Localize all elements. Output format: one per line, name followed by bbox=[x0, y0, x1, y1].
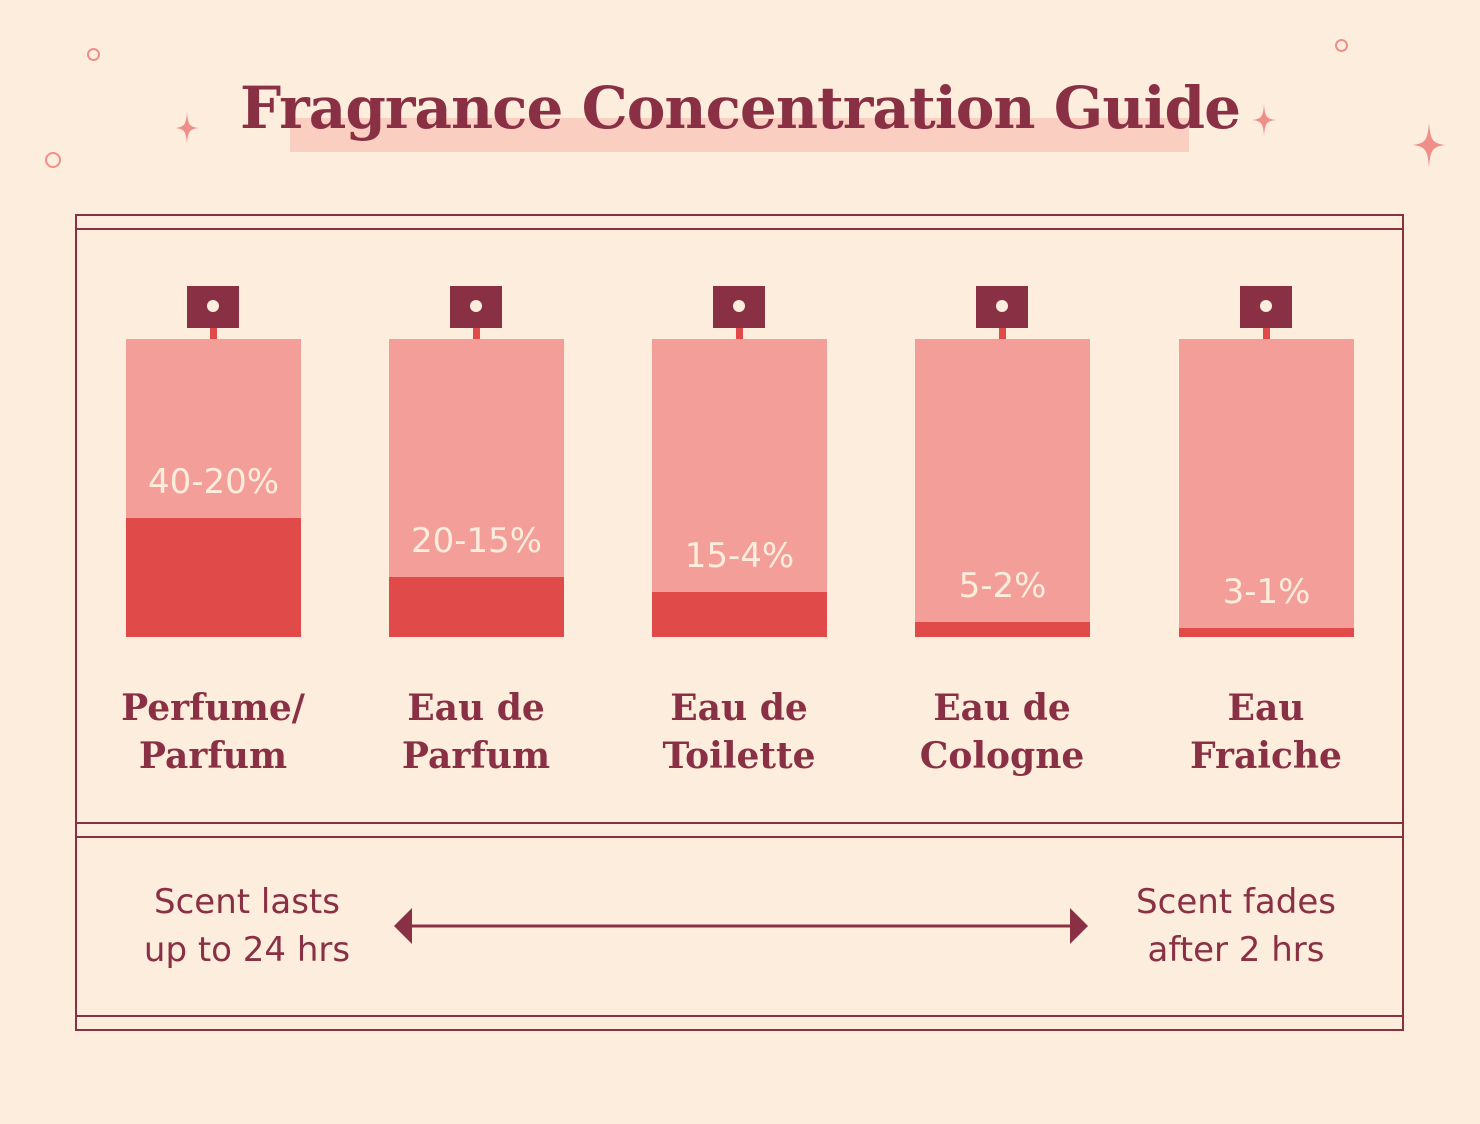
concentration-fill bbox=[389, 577, 564, 637]
scale-right-line2: after 2 hrs bbox=[1147, 930, 1325, 970]
bottle-name-line2: Parfum bbox=[138, 735, 288, 777]
bottle-name-line1: Eau bbox=[1227, 687, 1305, 729]
scale-right-note: Scent fades after 2 hrs bbox=[1106, 878, 1366, 974]
bottle-name: Eau de Toilette bbox=[609, 684, 869, 780]
bottle-neck bbox=[1263, 328, 1270, 340]
bottle-cap bbox=[976, 286, 1028, 328]
bottle-body: 5-2% bbox=[915, 339, 1090, 637]
bottle-name-line2: Cologne bbox=[919, 735, 1085, 777]
sparkle-icon bbox=[1412, 122, 1446, 168]
bottle-eau-fraiche: 3-1% bbox=[1179, 286, 1354, 638]
concentration-label: 20-15% bbox=[410, 521, 543, 561]
bottle-name-line2: Parfum bbox=[401, 735, 551, 777]
frame-left bbox=[75, 214, 77, 1031]
bottle-cap bbox=[187, 286, 239, 328]
sparkle-icon bbox=[175, 112, 199, 144]
spray-dot-icon bbox=[1260, 300, 1272, 312]
bottle-name-line1: Eau de bbox=[933, 687, 1071, 729]
page-title: Fragrance Concentration Guide bbox=[240, 74, 1241, 142]
bottle-eau-de-parfum: 20-15% bbox=[389, 286, 564, 638]
scale-left-line1: Scent lasts bbox=[154, 882, 340, 922]
bottle-name-line2: Fraiche bbox=[1190, 735, 1342, 777]
bottle-perfume: 40-20% bbox=[126, 286, 301, 638]
bottle-cap bbox=[450, 286, 502, 328]
bottle-eau-de-cologne: 5-2% bbox=[915, 286, 1090, 638]
decor-circle bbox=[1335, 39, 1348, 52]
scale-left-line2: up to 24 hrs bbox=[143, 930, 351, 970]
bottle-body: 3-1% bbox=[1179, 339, 1354, 637]
bottle-name-line2: Toilette bbox=[662, 735, 816, 777]
concentration-fill bbox=[915, 622, 1090, 637]
spray-dot-icon bbox=[733, 300, 745, 312]
bottle-eau-de-toilette: 15-4% bbox=[652, 286, 827, 638]
bottle-body: 40-20% bbox=[126, 339, 301, 637]
frame-mid-lower bbox=[75, 836, 1404, 838]
bottle-name-line1: Eau de bbox=[670, 687, 808, 729]
frame-right bbox=[1402, 214, 1404, 1031]
bottle-neck bbox=[473, 328, 480, 340]
frame-bottom-outer bbox=[75, 1029, 1404, 1031]
concentration-label: 3-1% bbox=[1222, 572, 1311, 612]
concentration-label: 15-4% bbox=[684, 536, 795, 576]
decor-circle bbox=[87, 48, 100, 61]
bottle-name-line1: Perfume/ bbox=[121, 687, 305, 729]
bottle-cap bbox=[713, 286, 765, 328]
concentration-fill bbox=[1179, 628, 1354, 637]
sparkle-icon bbox=[1252, 104, 1276, 136]
concentration-fill bbox=[126, 518, 301, 637]
concentration-fill bbox=[652, 592, 827, 637]
bottle-name: Eau Fraiche bbox=[1136, 684, 1396, 780]
bottle-name-line1: Eau de bbox=[407, 687, 545, 729]
bottle-cap bbox=[1240, 286, 1292, 328]
scale-left-note: Scent lasts up to 24 hrs bbox=[117, 878, 377, 974]
bottle-body: 15-4% bbox=[652, 339, 827, 637]
bottle-neck bbox=[736, 328, 743, 340]
double-arrow-icon bbox=[394, 908, 1088, 944]
bottle-neck bbox=[999, 328, 1006, 340]
spray-dot-icon bbox=[207, 300, 219, 312]
scale-right-line1: Scent fades bbox=[1136, 882, 1336, 922]
decor-circle bbox=[45, 152, 61, 168]
bottle-name: Eau de Cologne bbox=[872, 684, 1132, 780]
frame-mid-upper bbox=[75, 822, 1404, 824]
spray-dot-icon bbox=[996, 300, 1008, 312]
bottle-neck bbox=[210, 328, 217, 340]
title-highlight bbox=[290, 118, 1189, 152]
spray-dot-icon bbox=[470, 300, 482, 312]
concentration-label: 5-2% bbox=[958, 566, 1047, 606]
bottle-body: 20-15% bbox=[389, 339, 564, 637]
bottle-name: Eau de Parfum bbox=[346, 684, 606, 780]
frame-bottom-inner bbox=[75, 1015, 1404, 1017]
bottle-name: Perfume/ Parfum bbox=[83, 684, 343, 780]
frame-top-outer bbox=[75, 214, 1404, 216]
concentration-label: 40-20% bbox=[147, 462, 280, 502]
frame-top-inner bbox=[75, 228, 1404, 230]
